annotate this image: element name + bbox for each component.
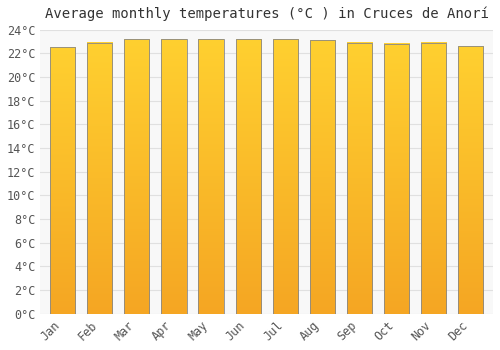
Bar bbox=[198, 39, 224, 314]
Bar bbox=[347, 43, 372, 314]
Bar bbox=[458, 46, 483, 314]
Bar bbox=[421, 43, 446, 314]
Bar bbox=[87, 43, 112, 314]
Bar bbox=[310, 40, 335, 314]
Bar bbox=[162, 39, 186, 314]
Bar bbox=[384, 44, 409, 314]
Bar bbox=[50, 47, 75, 314]
Bar bbox=[124, 39, 150, 314]
Bar bbox=[272, 39, 298, 314]
Title: Average monthly temperatures (°C ) in Cruces de Anorí: Average monthly temperatures (°C ) in Cr… bbox=[44, 7, 488, 21]
Bar bbox=[236, 39, 260, 314]
